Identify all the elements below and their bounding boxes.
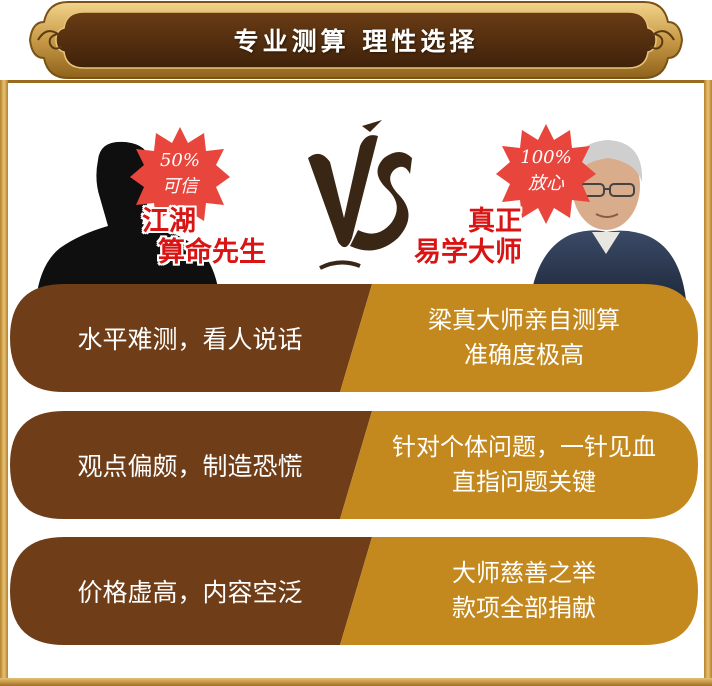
right-badge-word: 放心 (528, 173, 564, 194)
frame-bottom-border (0, 678, 712, 686)
row-right-line2: 直指问题关键 (452, 468, 596, 496)
starburst-icon (496, 124, 596, 224)
right-badge-percent: 100% (520, 147, 572, 168)
row-panel (10, 411, 698, 519)
row-right-line1: 针对个体问题，一针见血 (392, 433, 656, 461)
vs-brush-icon: VS (300, 118, 412, 270)
row-right-text: 针对个体问题，一针见血 直指问题关键 (350, 411, 698, 519)
row-right-text: 梁真大师亲自测算 准确度极高 (350, 284, 698, 392)
right-profile-label: 真正 易学大师 (398, 206, 538, 268)
header-banner: 专业测算 理性选择 (28, 0, 684, 80)
comparison-row: 水平难测，看人说话 梁真大师亲自测算 准确度极高 (10, 284, 698, 392)
master-portrait (530, 140, 686, 300)
left-burst-badge: 50% 可信 (128, 125, 232, 229)
row-right-line1: 梁真大师亲自测算 (428, 306, 620, 334)
right-burst-badge: 100% 放心 (494, 122, 598, 226)
frame-left-border (0, 80, 8, 686)
vs-mark: VS (300, 118, 420, 278)
left-profile-label: 江湖 算命先生 (142, 206, 282, 268)
row-left-text: 价格虚高，内容空泛 (77, 578, 303, 607)
row-right-line1: 大师慈善之举 (452, 559, 596, 587)
banner-ornament (28, 1, 684, 79)
silhouette-portrait (36, 141, 220, 300)
right-label-line2: 易学大师 (414, 237, 522, 268)
left-label-line1: 江湖 (142, 206, 196, 237)
page-title: 专业测算 理性选择 (233, 27, 479, 56)
starburst-icon (130, 127, 230, 227)
right-label-line1: 真正 (468, 206, 522, 237)
frame-right-border (704, 80, 712, 686)
row-panel (10, 284, 698, 392)
left-badge-word: 可信 (162, 176, 198, 197)
row-left-text: 观点偏颇，制造恐慌 (77, 452, 303, 481)
comparison-row: 观点偏颇，制造恐慌 针对个体问题，一针见血 直指问题关键 (10, 411, 698, 519)
row-right-text: 大师慈善之举 款项全部捐献 (350, 537, 698, 645)
header-divider (8, 80, 704, 83)
row-left-text: 水平难测，看人说话 (77, 325, 303, 354)
left-badge-percent: 50% (159, 150, 200, 171)
vs-text: VS (300, 118, 302, 119)
row-panel (10, 537, 698, 645)
row-right-line2: 准确度极高 (464, 341, 584, 369)
left-label-line2: 算命先生 (158, 237, 266, 268)
row-right-line2: 款项全部捐献 (452, 594, 596, 622)
comparison-row: 价格虚高，内容空泛 大师慈善之举 款项全部捐献 (10, 537, 698, 645)
